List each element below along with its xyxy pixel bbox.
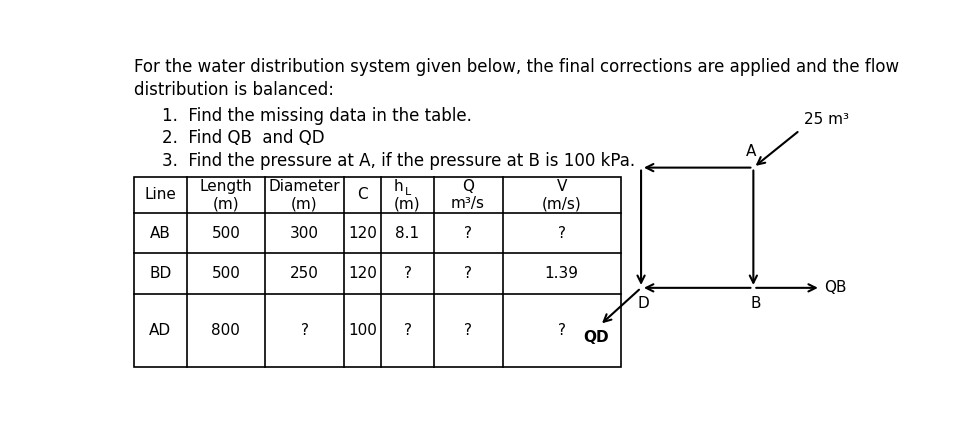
Text: AD: AD bbox=[150, 323, 172, 338]
Text: Q
m³/s: Q m³/s bbox=[451, 179, 485, 211]
Text: ?: ? bbox=[557, 226, 566, 241]
Text: C: C bbox=[357, 187, 368, 203]
Text: ?: ? bbox=[404, 266, 412, 281]
Text: BD: BD bbox=[150, 266, 172, 281]
Text: A: A bbox=[746, 144, 756, 160]
Text: For the water distribution system given below, the final corrections are applied: For the water distribution system given … bbox=[134, 58, 899, 76]
Text: D: D bbox=[638, 296, 649, 311]
Text: 25 m³: 25 m³ bbox=[804, 112, 848, 127]
Text: 1.39: 1.39 bbox=[545, 266, 579, 281]
Text: 250: 250 bbox=[290, 266, 319, 281]
Text: L: L bbox=[406, 187, 412, 197]
Text: ?: ? bbox=[404, 323, 412, 338]
Text: 800: 800 bbox=[212, 323, 241, 338]
Text: 100: 100 bbox=[348, 323, 377, 338]
Text: Length
(m): Length (m) bbox=[200, 179, 252, 211]
Text: ?: ? bbox=[464, 323, 472, 338]
Text: 120: 120 bbox=[348, 226, 377, 241]
Text: 8.1: 8.1 bbox=[395, 226, 419, 241]
Bar bbox=[134, 177, 621, 368]
Text: AB: AB bbox=[150, 226, 171, 241]
Text: ?: ? bbox=[557, 323, 566, 338]
Text: Diameter
(m): Diameter (m) bbox=[269, 179, 340, 211]
Text: 300: 300 bbox=[290, 226, 319, 241]
Text: 500: 500 bbox=[212, 266, 241, 281]
Text: distribution is balanced:: distribution is balanced: bbox=[134, 81, 334, 98]
Text: V
(m/s): V (m/s) bbox=[542, 179, 582, 211]
Text: 2.  Find QB  and QD: 2. Find QB and QD bbox=[162, 129, 325, 147]
Text: 120: 120 bbox=[348, 266, 377, 281]
Text: B: B bbox=[751, 296, 761, 311]
Text: ?: ? bbox=[464, 266, 472, 281]
Text: ?: ? bbox=[464, 226, 472, 241]
Text: 500: 500 bbox=[212, 226, 241, 241]
Text: 3.  Find the pressure at A, if the pressure at B is 100 kPa.: 3. Find the pressure at A, if the pressu… bbox=[162, 152, 635, 170]
Text: 1.  Find the missing data in the table.: 1. Find the missing data in the table. bbox=[162, 106, 471, 124]
Text: QD: QD bbox=[583, 330, 609, 345]
Text: QB: QB bbox=[825, 280, 847, 295]
Text: Line: Line bbox=[145, 187, 177, 203]
Text: (m): (m) bbox=[394, 197, 421, 211]
Text: h: h bbox=[394, 179, 404, 194]
Text: ?: ? bbox=[300, 323, 308, 338]
